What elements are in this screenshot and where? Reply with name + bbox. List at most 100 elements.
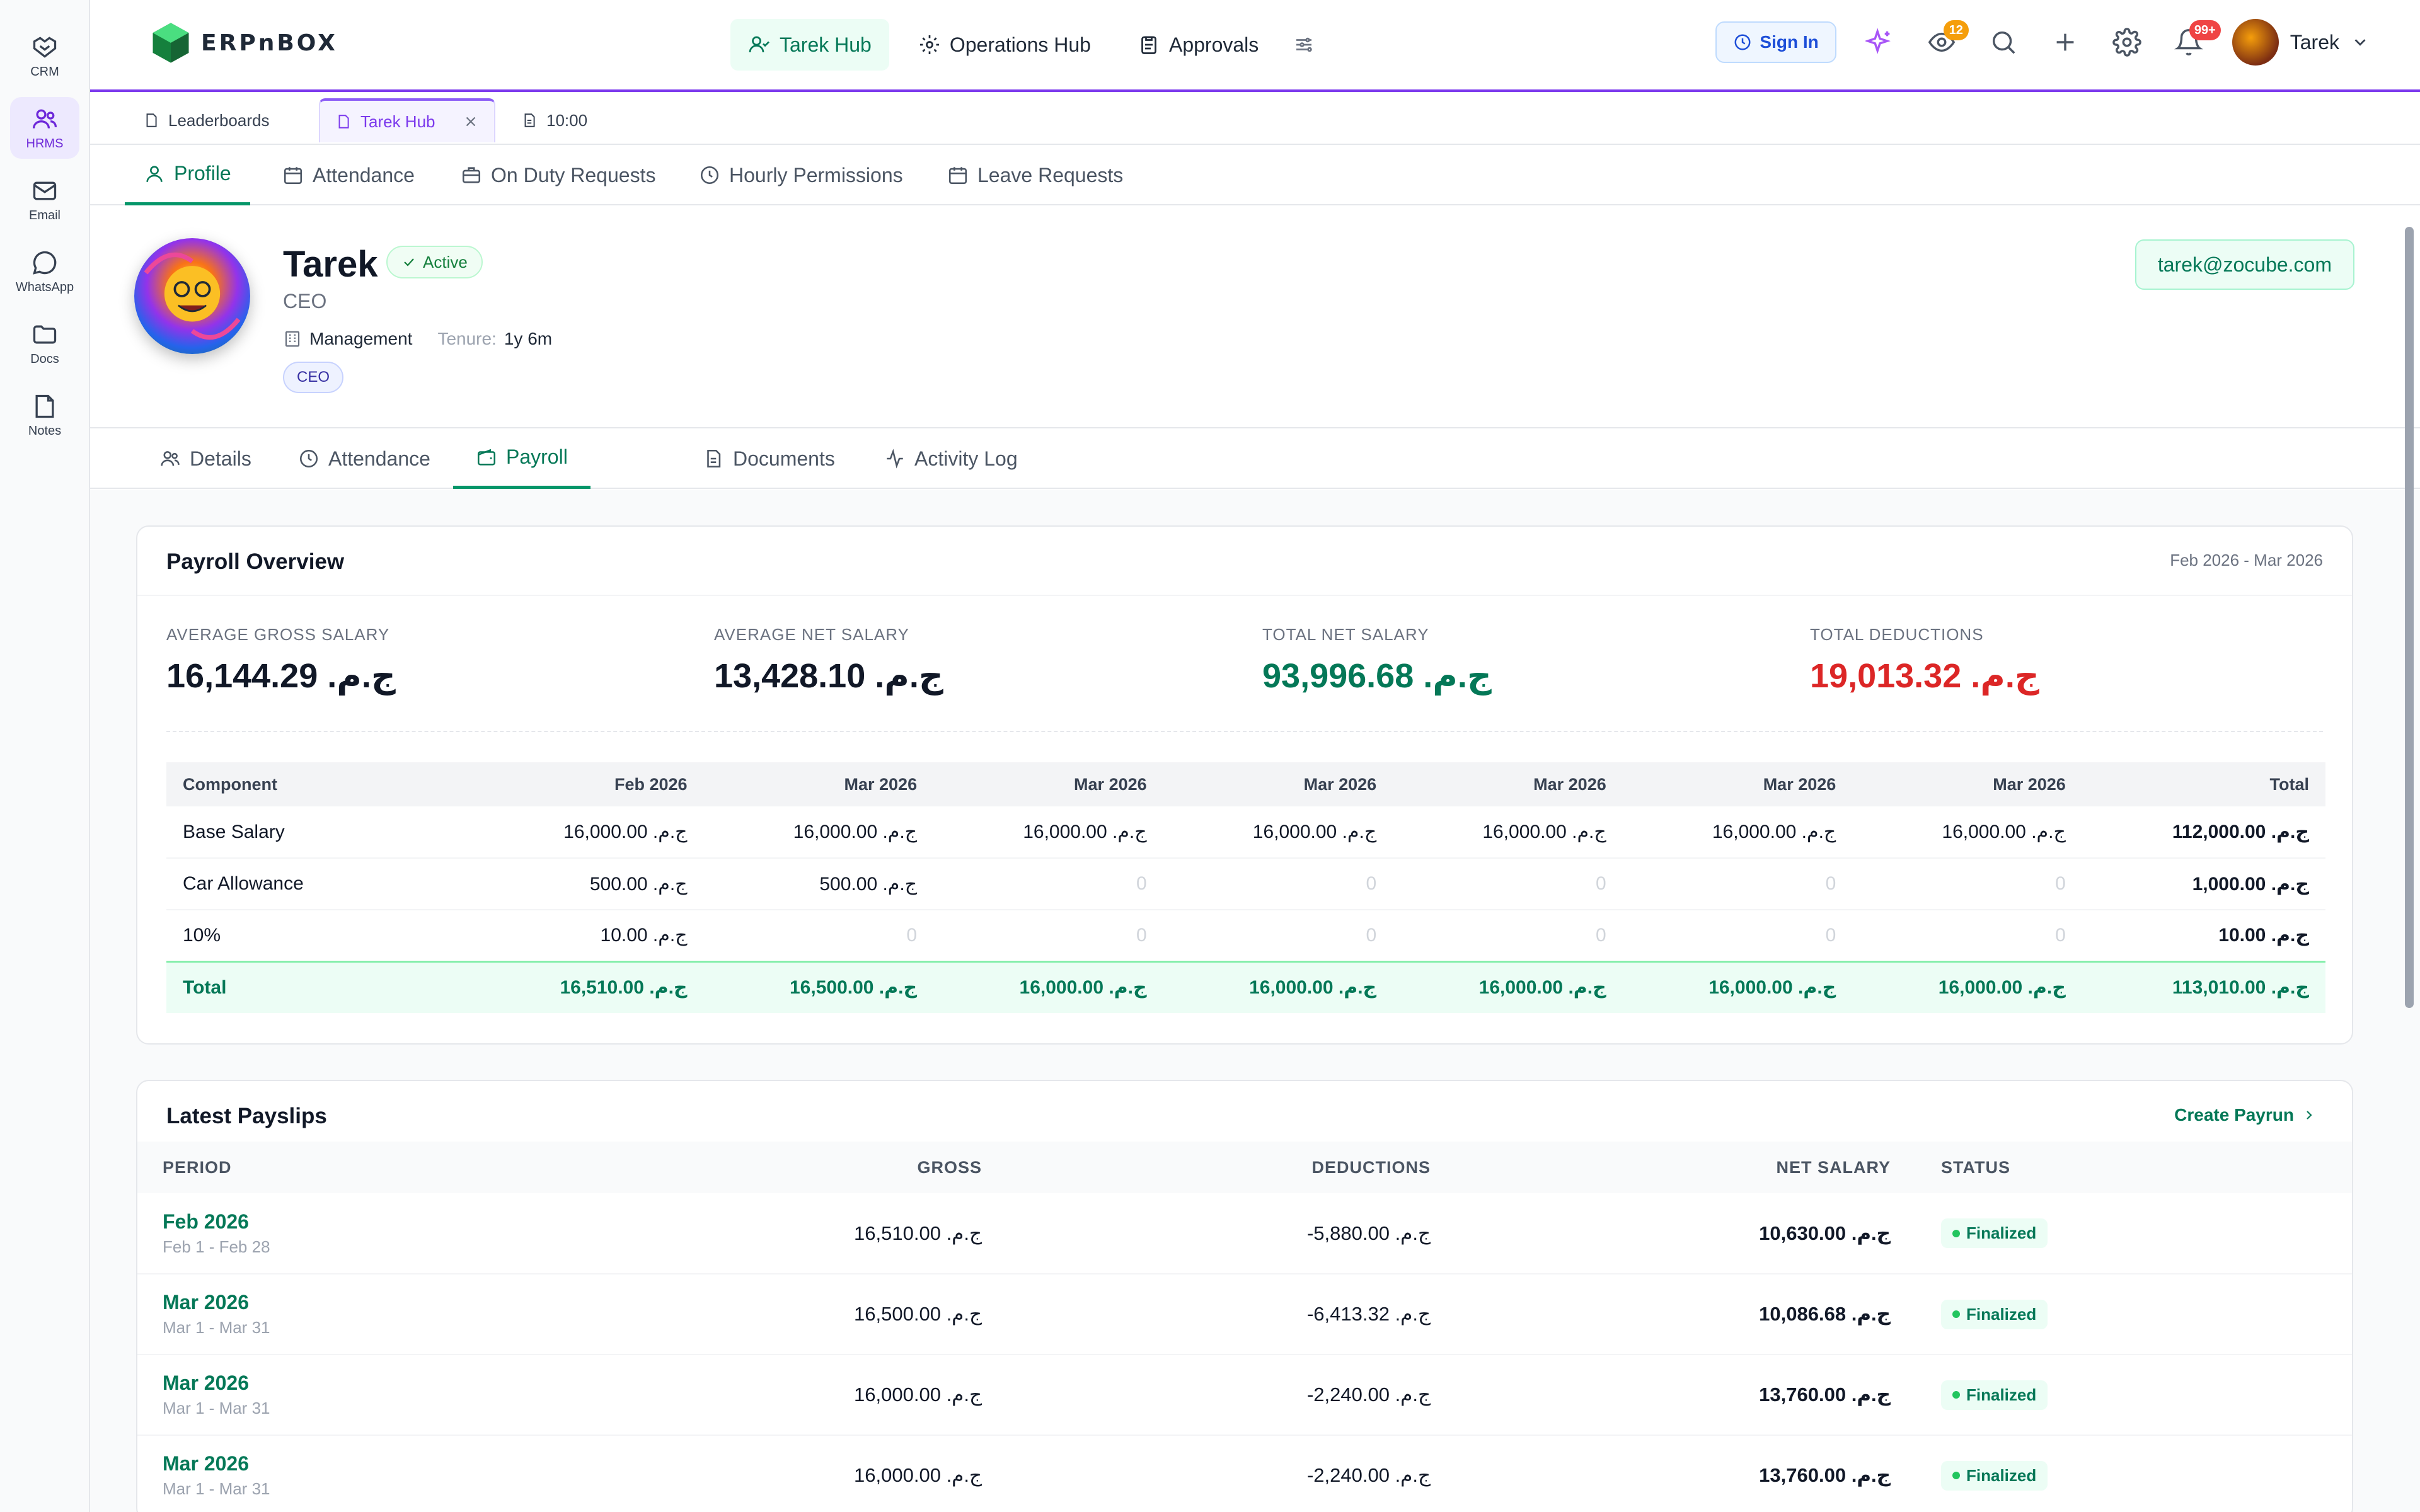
tab-payroll[interactable]: Payroll [453, 428, 591, 489]
hub-settings-button[interactable] [1288, 19, 1320, 71]
hub-operations[interactable]: Operations Hub [901, 19, 1109, 71]
period-cell: Feb 2026 Feb 1 - Feb 28 [137, 1193, 654, 1274]
period-link[interactable]: Mar 2026 [163, 1452, 249, 1475]
settings-button[interactable] [2109, 24, 2145, 60]
column-header: Mar 2026 [703, 762, 934, 806]
mail-icon [33, 181, 57, 200]
tab-attendance[interactable]: Attendance [285, 428, 443, 489]
plus-icon [2056, 33, 2074, 51]
period-range: Mar 1 - Mar 31 [163, 1399, 270, 1418]
status-dot [1952, 1229, 1960, 1237]
payslips-table: PERIOD GROSS DEDUCTIONS NET SALARY STATU… [137, 1142, 2352, 1512]
user-menu[interactable]: Tarek [2232, 19, 2370, 66]
table-cell: ج.م. 1,000.00 [2082, 858, 2325, 910]
document-icon [146, 113, 157, 127]
stat-total-deductions: Total Deductions ج.م. 19,013.32 [1810, 625, 2039, 696]
sidebar-item-notes[interactable]: Notes [10, 384, 79, 446]
period-range: Feb 1 - Feb 28 [163, 1237, 270, 1256]
tab-label: 10:00 [546, 110, 588, 130]
table-header-row: Component Feb 2026 Mar 2026 Mar 2026 Mar… [166, 762, 2325, 806]
gear-icon [2112, 28, 2141, 57]
status-label: Finalized [1966, 1465, 2037, 1485]
table-row[interactable]: Mar 2026 Mar 1 - Mar 31 ج.م. 16,000.00 -ج… [137, 1435, 2352, 1512]
net-cell: ج.م. 10,630.00 [1456, 1193, 1916, 1274]
tab-leaderboards[interactable]: Leaderboards [128, 98, 284, 142]
status-label: Active [423, 252, 468, 272]
table-cell: 0 [933, 910, 1163, 962]
sidebar-item-email[interactable]: Email [10, 169, 79, 231]
sliders-icon [1296, 37, 1313, 52]
clock-icon [700, 166, 719, 185]
column-header: Mar 2026 [933, 762, 1163, 806]
app-logo[interactable]: ERPnBOX [147, 19, 338, 67]
check-icon [404, 258, 414, 266]
nav-leave-requests[interactable]: Leave Requests [947, 145, 1123, 205]
period-link[interactable]: Mar 2026 [163, 1372, 249, 1394]
column-header: PERIOD [137, 1142, 654, 1193]
sign-in-button[interactable]: Sign In [1715, 21, 1836, 63]
net-cell: ج.م. 10,086.68 [1456, 1274, 1916, 1355]
gross-cell: ج.م. 16,000.00 [654, 1435, 1007, 1512]
tab-label: Attendance [328, 447, 430, 470]
page-scrollbar[interactable] [2402, 208, 2417, 1506]
close-icon[interactable] [463, 113, 479, 130]
table-cell: 0 [1852, 910, 2082, 962]
scrollbar-thumb[interactable] [2405, 227, 2414, 1008]
profile-title: CEO [283, 290, 327, 312]
tenure-label: Tenure: [437, 329, 497, 348]
logo-wordmark: ERPnBOX [201, 30, 338, 56]
table-row[interactable]: Feb 2026 Feb 1 - Feb 28 ج.م. 16,510.00 -ج… [137, 1193, 2352, 1274]
note-icon [35, 394, 54, 418]
status-cell: Finalized [1916, 1274, 2352, 1355]
status-dot [1952, 1472, 1960, 1479]
nav-hourly-permissions[interactable]: Hourly Permissions [699, 145, 903, 205]
add-button[interactable] [2047, 24, 2083, 60]
hub-tarek[interactable]: Tarek Hub [730, 19, 889, 71]
sidebar-item-whatsapp[interactable]: WhatsApp [10, 241, 79, 302]
stat-label: Total Deductions [1810, 625, 1984, 644]
period-cell: Mar 2026 Mar 1 - Mar 31 [137, 1354, 654, 1436]
avatar [2232, 19, 2279, 66]
ai-sparkle-button[interactable] [1862, 24, 1898, 60]
period-cell: Mar 2026 Mar 1 - Mar 31 [137, 1274, 654, 1355]
tab-10-00[interactable]: 10:00 [506, 98, 602, 142]
table-cell: ج.م. 16,000.00 [1622, 960, 1853, 1013]
hub-nav: Tarek Hub Operations Hub Approvals [730, 19, 1320, 71]
user-name: Tarek [2290, 30, 2339, 54]
hub-label: Approvals [1168, 33, 1259, 56]
table-row[interactable]: Mar 2026 Mar 1 - Mar 31 ج.م. 16,500.00 -ج… [137, 1274, 2352, 1355]
tab-label: Tarek Hub [360, 112, 435, 131]
sidebar-item-crm[interactable]: CRM [10, 25, 79, 87]
chevron-down-icon [2354, 39, 2366, 46]
table-row[interactable]: Mar 2026 Mar 1 - Mar 31 ج.م. 16,000.00 -ج… [137, 1354, 2352, 1436]
table-cell: ج.م. 16,000.00 [703, 806, 934, 859]
document-icon [338, 115, 349, 129]
create-payrun-link[interactable]: Create Payrun [2174, 1105, 2317, 1125]
tab-details[interactable]: Details [147, 428, 264, 489]
user-icon [146, 165, 163, 182]
table-cell: 0 [1163, 858, 1393, 910]
stat-value: ج.م. 93,996.68 [1262, 657, 1492, 695]
email-link[interactable]: tarek@zocube.com [2135, 239, 2354, 290]
period-link[interactable]: Mar 2026 [163, 1291, 249, 1314]
hub-approvals[interactable]: Approvals [1120, 19, 1276, 71]
nav-attendance[interactable]: Attendance [282, 145, 415, 205]
search-button[interactable] [1985, 24, 2022, 60]
notifications-button[interactable]: 99+ [2170, 20, 2221, 60]
period-link[interactable]: Feb 2026 [163, 1210, 249, 1233]
sidebar-item-docs[interactable]: Docs [10, 312, 79, 374]
tab-activity-log[interactable]: Activity Log [872, 428, 1030, 489]
sparkle-icon [1865, 28, 1891, 54]
table-cell: 0 [1622, 910, 1853, 962]
tab-tarek-hub[interactable]: Tarek Hub [319, 98, 495, 142]
sidebar-item-hrms[interactable]: HRMS [10, 97, 79, 159]
user-check-icon [749, 36, 769, 53]
tab-documents[interactable]: Documents [690, 428, 848, 489]
watch-button[interactable]: 12 [1923, 20, 1969, 60]
gross-cell: ج.م. 16,500.00 [654, 1274, 1007, 1355]
column-header: GROSS [654, 1142, 1007, 1193]
nav-profile[interactable]: Profile [125, 145, 250, 205]
column-header: Component [166, 762, 474, 806]
deductions-cell: -ج.م. 2,240.00 [1007, 1435, 1456, 1512]
nav-on-duty-requests[interactable]: On Duty Requests [461, 145, 655, 205]
